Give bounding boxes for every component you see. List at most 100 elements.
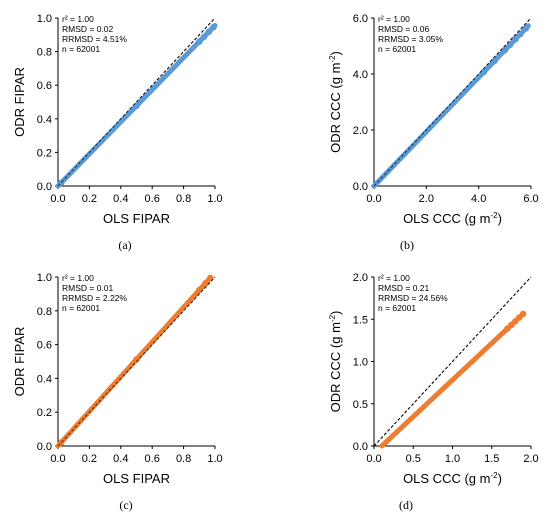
chart-panel-a: 0.0 0.2 0.4 0.6 0.8 1.0 0.0 0.2 0.4 0.6 0.8 1.0 r² =… xyxy=(12,13,223,252)
y-tick-label: 0.2 xyxy=(37,407,52,419)
x-tick-label: 0.0 xyxy=(50,453,65,465)
y-axis-label: ODR FIPAR xyxy=(12,67,27,137)
x-tick-label: 1.0 xyxy=(207,453,222,465)
y-tick-label: 2.0 xyxy=(353,272,368,284)
chart-panel-d: 0.0 0.5 1.0 1.5 2.00.00.51.01.52.0 r² = 1.00R… xyxy=(328,272,539,512)
x-axis-label-close: ) xyxy=(498,471,502,486)
y-tick-label: 0.5 xyxy=(353,399,368,411)
x-tick-label: 4.0 xyxy=(471,193,486,205)
x-tick-label: 6.0 xyxy=(523,193,538,205)
scatter-point xyxy=(196,38,203,45)
x-tick-label: 0.8 xyxy=(176,193,191,205)
x-tick-label: 1.5 xyxy=(484,453,499,465)
stat-rrmsd: RRMSD = 24.56% xyxy=(378,293,448,303)
stat-n: n = 62001 xyxy=(378,303,416,313)
chart-panel-c: 0.0 0.2 0.4 0.6 0.8 1.0 0.0 0.2 0.4 0.6 0.8 1.0 r² =… xyxy=(12,272,223,512)
x-axis-label-text: OLS CCC (g m xyxy=(403,471,490,486)
scatter-point xyxy=(515,314,523,321)
y-axis-label-text: ODR FIPAR xyxy=(12,327,27,397)
stat-n: n = 62001 xyxy=(62,44,100,54)
x-tick-label: 0.8 xyxy=(176,453,191,465)
y-tick-label: 1.0 xyxy=(37,13,52,25)
panel-caption: (b) xyxy=(400,238,414,252)
scatter-point xyxy=(519,310,527,318)
x-axis-label: OLS FIPAR xyxy=(103,211,170,226)
panel-caption: (c) xyxy=(119,498,132,512)
y-tick-label: 0.0 xyxy=(37,441,52,453)
stat-rrmsd: RRMSD = 3.05% xyxy=(378,34,443,44)
scatter-point xyxy=(200,33,208,41)
scatter-point xyxy=(206,274,214,282)
scatter-point-band xyxy=(379,311,526,449)
panel-caption: (d) xyxy=(399,498,413,512)
y-tick-label: 0.0 xyxy=(353,441,368,453)
x-tick-label: 0.6 xyxy=(145,193,160,205)
stat-r2: r² = 1.00 xyxy=(378,273,410,283)
x-tick-label: 1.0 xyxy=(207,193,222,205)
scatter-point xyxy=(491,57,498,65)
x-axis-unit-superscript: -2 xyxy=(490,211,498,220)
y-axis-label: ODR FIPAR xyxy=(12,327,27,397)
x-axis-label-text: OLS FIPAR xyxy=(103,211,170,226)
y-tick-label: 0.6 xyxy=(37,340,52,352)
y-axis-label-close: ) xyxy=(328,51,343,55)
x-tick-label: 0.0 xyxy=(50,193,65,205)
scatter-point xyxy=(196,286,203,294)
y-axis-label: ODR CCC (g m-2) xyxy=(328,311,343,413)
y-tick-label: 6.0 xyxy=(353,13,368,25)
y-tick-label: 0.0 xyxy=(37,181,52,193)
scatter-point-band xyxy=(55,23,218,189)
scatter-point xyxy=(504,325,511,332)
x-axis-label-text: OLS CCC (g m xyxy=(403,211,490,226)
stat-rrmsd: RRMSD = 4.51% xyxy=(62,34,127,44)
scatter-point xyxy=(57,179,65,187)
scatter-point-band xyxy=(55,275,213,449)
scatter-point xyxy=(57,439,65,446)
scatter-point xyxy=(202,279,209,287)
stat-n: n = 62001 xyxy=(62,303,100,313)
x-axis-label: OLS CCC (g m-2) xyxy=(403,471,502,486)
x-tick-label: 1.0 xyxy=(445,453,460,465)
scatter-point xyxy=(210,23,217,31)
x-tick-label: 0.2 xyxy=(82,453,97,465)
x-tick-label: 0.2 xyxy=(82,193,97,205)
y-axis-unit-superscript: -2 xyxy=(328,314,337,322)
y-axis-label-text: ODR FIPAR xyxy=(12,67,27,137)
x-tick-label: 0.4 xyxy=(113,193,128,205)
y-tick-label: 0.2 xyxy=(37,147,52,159)
scatter-point xyxy=(508,321,515,329)
scatter-point xyxy=(512,36,519,43)
one-to-one-line-overlay xyxy=(57,17,216,187)
scatter-point xyxy=(133,356,140,363)
x-axis-label: OLS CCC (g m-2) xyxy=(403,211,502,226)
x-axis-label-text: OLS FIPAR xyxy=(103,471,170,486)
y-axis-label: ODR CCC (g m-2) xyxy=(328,51,343,153)
stat-rmsd: RMSD = 0.21 xyxy=(378,283,430,293)
x-tick-label: 0.0 xyxy=(366,453,381,465)
y-tick-label: 0.8 xyxy=(37,47,52,59)
y-axis-label-text: ODR CCC (g m xyxy=(328,322,343,412)
y-tick-label: 4.0 xyxy=(353,69,368,81)
scatter-point xyxy=(522,25,530,32)
y-tick-label: 0.0 xyxy=(353,181,368,193)
y-axis-label-close: ) xyxy=(328,311,343,315)
y-tick-label: 0.8 xyxy=(37,306,52,318)
scatter-point xyxy=(501,46,509,54)
x-tick-label: 0.0 xyxy=(366,193,381,205)
stat-r2: r² = 1.00 xyxy=(378,14,410,24)
stat-rmsd: RMSD = 0.01 xyxy=(62,283,114,293)
one-to-one-line-overlay xyxy=(373,276,532,447)
one-to-one-line-overlay xyxy=(373,17,532,187)
stat-r2: r² = 1.00 xyxy=(62,14,94,24)
stat-r2: r² = 1.00 xyxy=(62,273,94,283)
x-axis-label: OLS FIPAR xyxy=(103,471,170,486)
x-axis-unit-superscript: -2 xyxy=(490,471,498,480)
y-axis-label-text: ODR CCC (g m xyxy=(328,63,343,153)
x-axis-label-close: ) xyxy=(498,211,502,226)
x-tick-label: 0.6 xyxy=(145,453,160,465)
scatter-point xyxy=(517,30,524,38)
x-tick-label: 2.0 xyxy=(419,193,434,205)
stat-rrmsd: RRMSD = 2.22% xyxy=(62,293,127,303)
scatter-point xyxy=(133,102,140,110)
